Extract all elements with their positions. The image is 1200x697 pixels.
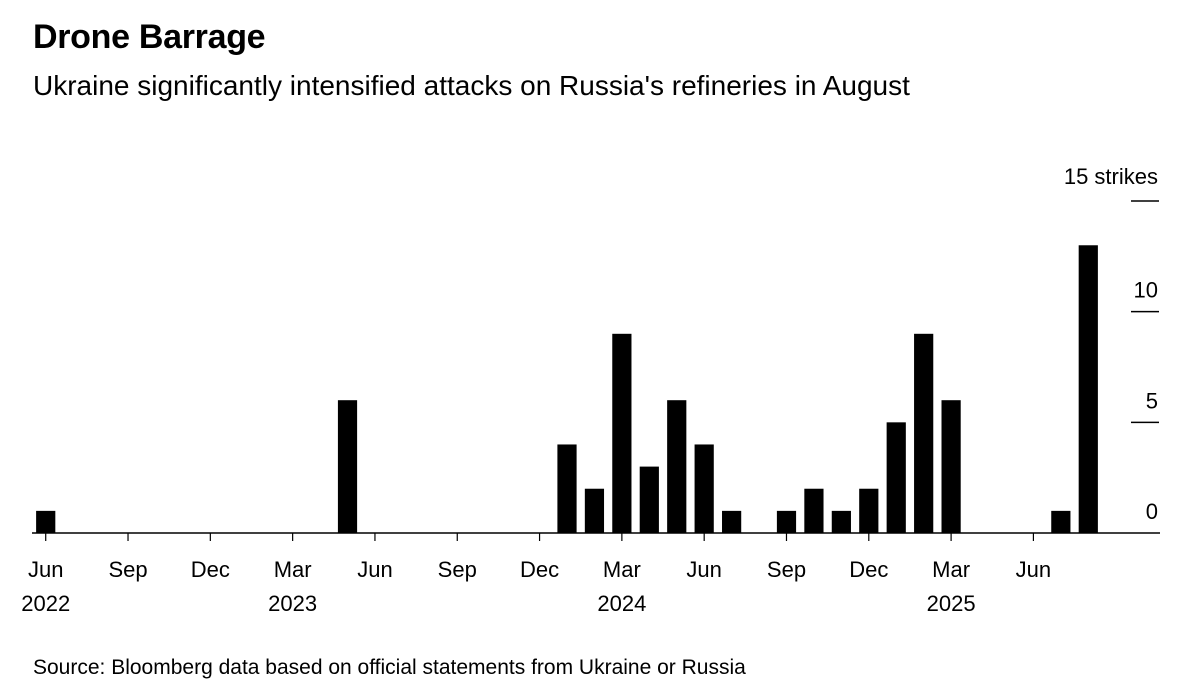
x-tick-label-month: Jun	[357, 557, 392, 582]
bar-2024-09	[776, 510, 797, 533]
bar-2024-11	[831, 510, 851, 533]
x-tick-label-year: 2024	[597, 591, 646, 616]
bar-2024-06	[694, 444, 714, 533]
bar-2025-08	[1078, 245, 1098, 533]
bar-2023-05	[337, 400, 358, 533]
y-tick-label: 0	[1146, 499, 1158, 524]
bar-2024-10	[804, 488, 824, 533]
bar-2024-01	[557, 444, 577, 533]
x-tick-label-year: 2023	[268, 591, 317, 616]
y-tick-label: 10	[1134, 278, 1158, 303]
bar-2025-02	[914, 333, 934, 533]
bar-2024-02	[584, 488, 605, 533]
y-axis-unit-label: 15 strikes	[1063, 164, 1158, 189]
bar-2024-07	[722, 510, 742, 533]
bars-group	[36, 245, 1098, 533]
x-tick-label-month: Dec	[520, 557, 559, 582]
x-tick-label-month: Sep	[438, 557, 477, 582]
bar-2022-06	[36, 510, 56, 533]
chart-subtitle: Ukraine significantly intensified attack…	[33, 70, 910, 101]
bar-2024-12	[859, 488, 879, 533]
bar-2024-05	[667, 400, 687, 533]
x-tick-label-month: Mar	[274, 557, 312, 582]
bar-2025-07	[1051, 510, 1071, 533]
bar-2025-03	[941, 400, 961, 533]
x-tick-label-month: Dec	[849, 557, 888, 582]
chart-title: Drone Barrage	[33, 18, 266, 56]
y-tick-label: 5	[1146, 388, 1158, 413]
x-tick-label-month: Dec	[191, 557, 230, 582]
x-tick-label-month: Mar	[932, 557, 970, 582]
x-tick-label-month: Jun	[28, 557, 63, 582]
x-tick-label-year: 2025	[927, 591, 976, 616]
x-axis-ticks: Jun 2022 Sep Dec Mar 2023 Jun Sep Dec Mar 2024 Jun S…	[21, 533, 1051, 616]
x-tick-label-year: 2022	[21, 591, 70, 616]
x-tick-label-month: Sep	[108, 557, 147, 582]
bar-2024-04	[639, 466, 659, 533]
source-note: Source: Bloomberg data based on official…	[33, 656, 746, 679]
x-tick-label-month: Jun	[1016, 557, 1051, 582]
x-tick-label-month: Sep	[767, 557, 806, 582]
bar-2025-01	[886, 422, 906, 533]
x-tick-label-month: Jun	[686, 557, 721, 582]
x-tick-label-month: Mar	[603, 557, 641, 582]
bar-2024-03	[612, 333, 632, 533]
y-axis-ticks: 0 5 10	[1131, 200, 1159, 524]
